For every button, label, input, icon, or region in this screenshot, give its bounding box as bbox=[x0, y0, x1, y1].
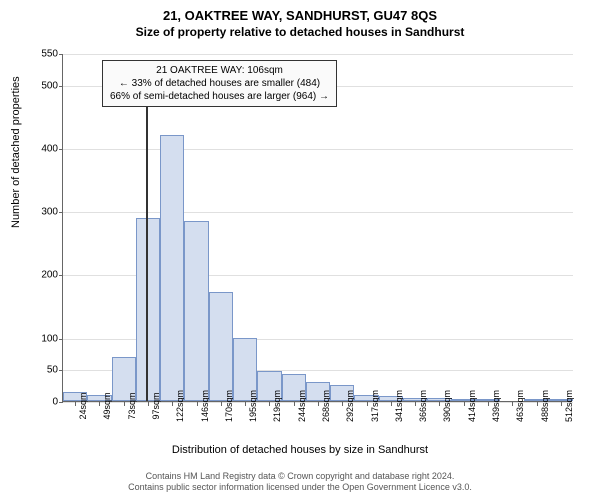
xtick-mark bbox=[269, 402, 270, 406]
histogram-chart: 05010020030040050055024sqm49sqm73sqm97sq… bbox=[62, 54, 572, 402]
ytick-label: 0 bbox=[18, 397, 58, 408]
xtick-mark bbox=[148, 402, 149, 406]
annotation-line1: 21 OAKTREE WAY: 106sqm bbox=[110, 64, 329, 77]
gridline bbox=[63, 149, 573, 150]
annotation-line2: ← 33% of detached houses are smaller (48… bbox=[110, 77, 329, 90]
xtick-mark bbox=[75, 402, 76, 406]
ytick-mark bbox=[59, 402, 63, 403]
credit-line1: Contains HM Land Registry data © Crown c… bbox=[0, 471, 600, 483]
xtick-mark bbox=[439, 402, 440, 406]
credit-line2: Contains public sector information licen… bbox=[0, 482, 600, 494]
xtick-mark bbox=[367, 402, 368, 406]
xtick-mark bbox=[245, 402, 246, 406]
annotation-box: 21 OAKTREE WAY: 106sqm ← 33% of detached… bbox=[102, 60, 337, 107]
x-axis-label: Distribution of detached houses by size … bbox=[0, 444, 600, 456]
xtick-mark bbox=[124, 402, 125, 406]
xtick-label: 317sqm bbox=[370, 390, 380, 422]
ytick-label: 300 bbox=[18, 207, 58, 218]
page-title: 21, OAKTREE WAY, SANDHURST, GU47 8QS bbox=[0, 0, 600, 23]
ytick-label: 400 bbox=[18, 143, 58, 154]
ytick-mark bbox=[59, 54, 63, 55]
page-subtitle: Size of property relative to detached ho… bbox=[0, 23, 600, 43]
xtick-label: 341sqm bbox=[394, 390, 404, 422]
ytick-mark bbox=[59, 339, 63, 340]
ytick-label: 550 bbox=[18, 49, 58, 60]
xtick-mark bbox=[197, 402, 198, 406]
gridline bbox=[63, 54, 573, 55]
histogram-bar bbox=[184, 221, 208, 401]
ytick-label: 200 bbox=[18, 270, 58, 281]
xtick-mark bbox=[561, 402, 562, 406]
histogram-bar bbox=[136, 218, 160, 401]
xtick-mark bbox=[172, 402, 173, 406]
xtick-mark bbox=[512, 402, 513, 406]
xtick-mark bbox=[318, 402, 319, 406]
ytick-mark bbox=[59, 275, 63, 276]
xtick-mark bbox=[464, 402, 465, 406]
ytick-label: 500 bbox=[18, 80, 58, 91]
xtick-mark bbox=[488, 402, 489, 406]
xtick-mark bbox=[221, 402, 222, 406]
xtick-label: 463sqm bbox=[515, 390, 525, 422]
ytick-label: 100 bbox=[18, 333, 58, 344]
xtick-label: 414sqm bbox=[467, 390, 477, 422]
gridline bbox=[63, 212, 573, 213]
xtick-mark bbox=[294, 402, 295, 406]
ytick-mark bbox=[59, 149, 63, 150]
property-marker-line bbox=[146, 101, 148, 401]
ytick-mark bbox=[59, 212, 63, 213]
histogram-bar bbox=[160, 135, 184, 401]
xtick-mark bbox=[537, 402, 538, 406]
xtick-mark bbox=[415, 402, 416, 406]
ytick-mark bbox=[59, 86, 63, 87]
ytick-label: 50 bbox=[18, 365, 58, 376]
xtick-mark bbox=[342, 402, 343, 406]
xtick-mark bbox=[99, 402, 100, 406]
xtick-mark bbox=[391, 402, 392, 406]
xtick-label: 366sqm bbox=[418, 390, 428, 422]
xtick-label: 439sqm bbox=[491, 390, 501, 422]
xtick-label: 390sqm bbox=[442, 390, 452, 422]
xtick-label: 512sqm bbox=[564, 390, 574, 422]
ytick-mark bbox=[59, 370, 63, 371]
histogram-bar bbox=[209, 292, 233, 401]
credit-text: Contains HM Land Registry data © Crown c… bbox=[0, 471, 600, 494]
annotation-line3: 66% of semi-detached houses are larger (… bbox=[110, 90, 329, 103]
xtick-label: 488sqm bbox=[540, 390, 550, 422]
